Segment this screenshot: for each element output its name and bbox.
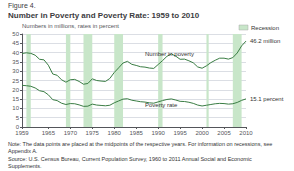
svg-text:25: 25: [12, 78, 19, 84]
svg-text:10: 10: [12, 105, 19, 111]
svg-text:1995: 1995: [173, 130, 187, 136]
svg-text:Figure 4.: Figure 4.: [8, 2, 36, 10]
svg-text:0: 0: [15, 124, 19, 130]
svg-text:15.1 percent: 15.1 percent: [250, 96, 284, 102]
svg-text:Note: The data points are plac: Note: The data points are placed at the …: [8, 141, 274, 147]
svg-text:Appendix A.: Appendix A.: [8, 148, 38, 154]
svg-text:Recession: Recession: [251, 25, 279, 31]
svg-text:2005: 2005: [217, 130, 231, 136]
svg-text:Source: U.S. Census Bureau, Cu: Source: U.S. Census Bureau, Current Popu…: [8, 156, 253, 162]
svg-text:20: 20: [12, 87, 19, 93]
svg-text:40: 40: [12, 50, 19, 56]
svg-text:46.2 million: 46.2 million: [250, 38, 280, 44]
svg-text:1980: 1980: [108, 130, 122, 136]
svg-text:1990: 1990: [151, 130, 165, 136]
svg-text:5: 5: [16, 115, 20, 121]
svg-text:Poverty rate: Poverty rate: [145, 102, 178, 108]
svg-text:50: 50: [12, 31, 19, 37]
svg-text:1985: 1985: [130, 130, 144, 136]
svg-text:45: 45: [12, 40, 19, 46]
svg-text:2010: 2010: [239, 130, 253, 136]
svg-text:30: 30: [12, 68, 19, 74]
svg-text:1970: 1970: [64, 130, 78, 136]
svg-text:1975: 1975: [86, 130, 100, 136]
svg-text:2000: 2000: [195, 130, 209, 136]
svg-text:Number in Poverty and Poverty: Number in Poverty and Poverty Rate: 1959…: [8, 11, 200, 20]
svg-text:Supplements.: Supplements.: [8, 163, 42, 169]
svg-text:Number in poverty: Number in poverty: [145, 51, 194, 57]
svg-text:1959: 1959: [15, 130, 29, 136]
svg-text:Numbers in millions, rates in: Numbers in millions, rates in percent: [22, 23, 119, 29]
svg-text:35: 35: [12, 59, 19, 65]
svg-text:15: 15: [12, 96, 19, 102]
svg-text:1965: 1965: [42, 130, 56, 136]
